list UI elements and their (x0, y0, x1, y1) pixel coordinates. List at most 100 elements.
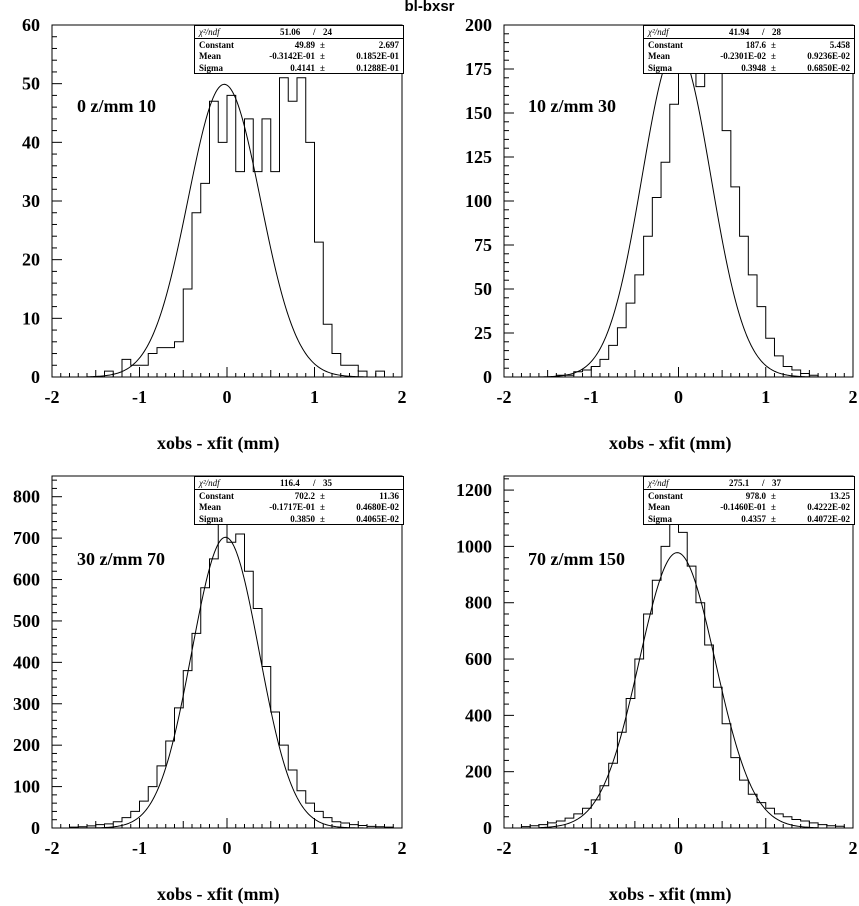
pm-sign: ± (771, 502, 776, 512)
fit-stats-box: χ²/ndf 51.06 / 24 Constant 49.89 ± 2.697… (194, 25, 404, 74)
chi2-slash: / (762, 27, 765, 37)
pm-sign: ± (320, 490, 325, 501)
gaussian-fit-curve (538, 552, 819, 829)
x-axis-label: xobs - xfit (mm) (609, 433, 732, 453)
sigma-value: 0.3850 (290, 513, 315, 524)
mean-label: Mean (199, 51, 221, 61)
x-tick-label: -2 (45, 387, 60, 407)
pm-sign: ± (320, 513, 325, 524)
x-tick-label: 2 (849, 838, 858, 858)
chi2-row: χ²/ndf 275.1 / 37 (644, 477, 854, 490)
chi2-label: χ²/ndf (648, 27, 669, 37)
constant-error: 2.697 (378, 39, 399, 50)
y-tick-label: 60 (22, 15, 40, 35)
y-tick-label: 0 (31, 367, 40, 387)
x-tick-label: 0 (223, 387, 232, 407)
x-tick-label: -1 (584, 838, 599, 858)
ndf-value: 24 (323, 27, 332, 37)
constant-value: 49.89 (294, 39, 315, 50)
y-tick-label: 600 (13, 570, 40, 590)
x-tick-label: -1 (132, 838, 147, 858)
x-tick-label: 1 (310, 387, 319, 407)
mean-value: -0.3142E-01 (269, 51, 315, 61)
sigma-label: Sigma (648, 513, 673, 524)
y-tick-label: 1200 (456, 480, 492, 500)
z-range-label: 10 z/mm 30 (528, 96, 616, 116)
y-tick-label: 50 (22, 74, 40, 94)
y-tick-label: 30 (22, 191, 40, 211)
x-tick-label: 1 (761, 838, 770, 858)
y-tick-label: 200 (13, 735, 40, 755)
chi2-value: 51.06 (280, 27, 301, 37)
x-tick-label: -2 (497, 387, 512, 407)
y-tick-label: 200 (465, 15, 492, 35)
x-tick-label: -1 (132, 387, 147, 407)
page-title: bl-bxsr (404, 0, 455, 15)
fit-stats-box: χ²/ndf 41.94 / 28 Constant 187.6 ± 5.458… (643, 25, 855, 74)
histogram-plot-2: -2 -1 0 1 2 0 25 50 75 100 125 150 175 200 (465, 15, 858, 407)
mean-label: Mean (648, 51, 670, 61)
ndf-value: 35 (323, 478, 332, 488)
constant-error: 13.25 (829, 490, 850, 501)
x-tick-label: -1 (584, 387, 599, 407)
y-tick-label: 0 (31, 818, 40, 838)
y-tick-label: 100 (465, 191, 492, 211)
constant-row: Constant 187.6 ± 5.458 (644, 39, 854, 51)
y-tick-label: 40 (22, 132, 40, 152)
x-tick-label: 1 (310, 838, 319, 858)
y-tick-label: 600 (465, 649, 492, 669)
mean-error: 0.4680E-02 (356, 502, 399, 512)
y-tick-label: 800 (465, 593, 492, 613)
chi2-row: χ²/ndf 116.4 / 35 (195, 477, 403, 490)
chi2-slash: / (313, 27, 316, 37)
x-tick-label: 2 (398, 838, 407, 858)
y-tick-label: 0 (483, 818, 492, 838)
mean-error: 0.9236E-02 (807, 51, 850, 61)
x-tick-label: -2 (497, 838, 512, 858)
histogram-bins (104, 77, 385, 378)
fit-stats-box: χ²/ndf 275.1 / 37 Constant 978.0 ± 13.25… (643, 476, 855, 525)
x-tick-label: -2 (45, 838, 60, 858)
mean-label: Mean (199, 502, 221, 512)
y-tick-label: 700 (13, 528, 40, 548)
x-tick-label: 1 (761, 387, 770, 407)
ndf-value: 28 (772, 27, 781, 37)
y-tick-label: 0 (483, 367, 492, 387)
mean-row: Mean -0.2301E-02 ± 0.9236E-02 (644, 50, 854, 62)
sigma-label: Sigma (648, 62, 673, 73)
sigma-error: 0.6850E-02 (807, 62, 850, 73)
y-tick-label: 800 (13, 487, 40, 507)
fit-stats-box: χ²/ndf 116.4 / 35 Constant 702.2 ± 11.36… (194, 476, 404, 525)
y-tick-label: 150 (465, 103, 492, 123)
pm-sign: ± (771, 62, 776, 73)
gaussian-fit-curve (86, 83, 368, 378)
gaussian-fit-curve (86, 536, 368, 829)
histogram-bins (520, 523, 845, 828)
pm-sign: ± (771, 513, 776, 524)
pm-sign: ± (771, 490, 776, 501)
y-tick-label: 75 (474, 235, 492, 255)
chi2-label: χ²/ndf (199, 27, 220, 37)
constant-label: Constant (199, 39, 235, 50)
mean-error: 0.1852E-01 (356, 51, 399, 61)
constant-row: Constant 49.89 ± 2.697 (195, 39, 403, 51)
pm-sign: ± (771, 39, 776, 50)
y-tick-label: 10 (22, 308, 40, 328)
y-tick-label: 200 (465, 762, 492, 782)
mean-value: -0.1460E-01 (720, 502, 766, 512)
x-tick-label: 0 (674, 387, 683, 407)
mean-error: 0.4222E-02 (807, 502, 850, 512)
chi2-row: χ²/ndf 51.06 / 24 (195, 26, 403, 39)
mean-row: Mean -0.1717E-01 ± 0.4680E-02 (195, 501, 403, 513)
ndf-value: 37 (772, 478, 781, 488)
pm-sign: ± (320, 502, 325, 512)
sigma-row: Sigma 0.3850 ± 0.4065E-02 (195, 513, 403, 525)
sigma-value: 0.4357 (741, 513, 766, 524)
mean-value: -0.1717E-01 (269, 502, 315, 512)
z-range-label: 0 z/mm 10 (77, 96, 156, 116)
constant-error: 11.36 (379, 490, 399, 501)
chi2-slash: / (313, 478, 316, 488)
sigma-row: Sigma 0.3948 ± 0.6850E-02 (644, 62, 854, 74)
sigma-row: Sigma 0.4141 ± 0.1288E-01 (195, 62, 403, 74)
